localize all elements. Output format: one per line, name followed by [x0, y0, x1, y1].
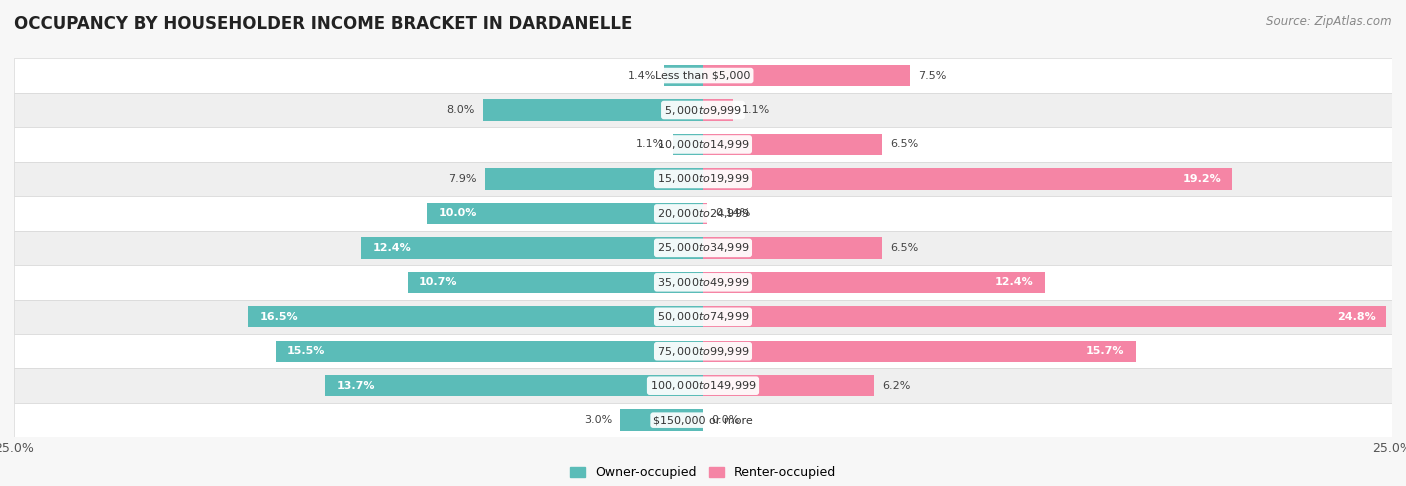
Legend: Owner-occupied, Renter-occupied: Owner-occupied, Renter-occupied	[565, 461, 841, 484]
Bar	[620, 410, 703, 431]
Bar	[249, 306, 703, 328]
Bar	[703, 203, 707, 224]
Text: $5,000 to $9,999: $5,000 to $9,999	[664, 104, 742, 117]
Text: $15,000 to $19,999: $15,000 to $19,999	[657, 173, 749, 186]
Bar	[703, 168, 1232, 190]
Bar	[14, 403, 1392, 437]
Bar	[361, 237, 703, 259]
Text: 19.2%: 19.2%	[1182, 174, 1220, 184]
Bar	[14, 368, 1392, 403]
Text: 10.0%: 10.0%	[439, 208, 477, 218]
Text: 1.1%: 1.1%	[636, 139, 665, 150]
Text: $150,000 or more: $150,000 or more	[654, 415, 752, 425]
Bar	[14, 265, 1392, 299]
Text: 16.5%: 16.5%	[259, 312, 298, 322]
Text: 1.1%: 1.1%	[741, 105, 770, 115]
Text: $50,000 to $74,999: $50,000 to $74,999	[657, 310, 749, 323]
Text: OCCUPANCY BY HOUSEHOLDER INCOME BRACKET IN DARDANELLE: OCCUPANCY BY HOUSEHOLDER INCOME BRACKET …	[14, 15, 633, 33]
Bar	[703, 341, 1136, 362]
Bar	[276, 341, 703, 362]
Bar	[427, 203, 703, 224]
Text: 6.2%: 6.2%	[882, 381, 911, 391]
Bar	[408, 272, 703, 293]
Text: 0.14%: 0.14%	[716, 208, 751, 218]
Text: $25,000 to $34,999: $25,000 to $34,999	[657, 242, 749, 254]
Text: 24.8%: 24.8%	[1337, 312, 1375, 322]
Bar	[14, 334, 1392, 368]
Bar	[14, 231, 1392, 265]
Text: $35,000 to $49,999: $35,000 to $49,999	[657, 276, 749, 289]
Bar	[672, 134, 703, 155]
Text: 7.9%: 7.9%	[449, 174, 477, 184]
Text: 13.7%: 13.7%	[336, 381, 375, 391]
Text: 8.0%: 8.0%	[446, 105, 474, 115]
Bar	[703, 99, 734, 121]
Bar	[14, 196, 1392, 231]
Text: 15.5%: 15.5%	[287, 346, 325, 356]
Bar	[14, 93, 1392, 127]
Bar	[703, 272, 1045, 293]
Text: $20,000 to $24,999: $20,000 to $24,999	[657, 207, 749, 220]
Text: $75,000 to $99,999: $75,000 to $99,999	[657, 345, 749, 358]
Bar	[325, 375, 703, 397]
Text: Source: ZipAtlas.com: Source: ZipAtlas.com	[1267, 15, 1392, 28]
Text: 3.0%: 3.0%	[583, 415, 612, 425]
Bar	[14, 299, 1392, 334]
Text: 15.7%: 15.7%	[1085, 346, 1125, 356]
Text: $100,000 to $149,999: $100,000 to $149,999	[650, 379, 756, 392]
Text: 1.4%: 1.4%	[627, 70, 657, 81]
Bar	[703, 375, 875, 397]
Bar	[482, 99, 703, 121]
Bar	[14, 127, 1392, 162]
Text: 6.5%: 6.5%	[890, 243, 918, 253]
Text: $10,000 to $14,999: $10,000 to $14,999	[657, 138, 749, 151]
Bar	[485, 168, 703, 190]
Text: 12.4%: 12.4%	[995, 278, 1033, 287]
Text: 6.5%: 6.5%	[890, 139, 918, 150]
Bar	[703, 65, 910, 86]
Text: Less than $5,000: Less than $5,000	[655, 70, 751, 81]
Text: 0.0%: 0.0%	[711, 415, 740, 425]
Bar	[14, 58, 1392, 93]
Bar	[14, 162, 1392, 196]
Text: 10.7%: 10.7%	[419, 278, 458, 287]
Bar	[703, 306, 1386, 328]
Bar	[703, 237, 882, 259]
Text: 12.4%: 12.4%	[373, 243, 411, 253]
Text: 7.5%: 7.5%	[918, 70, 946, 81]
Bar	[665, 65, 703, 86]
Bar	[703, 134, 882, 155]
